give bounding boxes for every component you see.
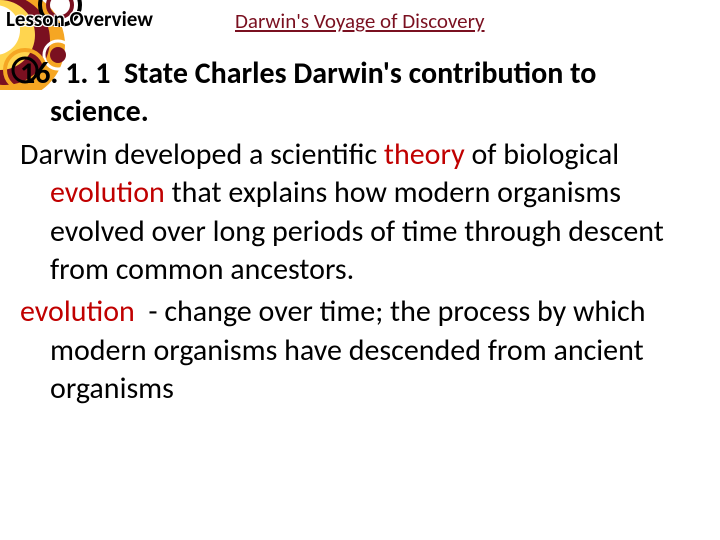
p1-evolution: evolution <box>50 174 165 211</box>
heading-text: State Charles Darwin's contribution to s… <box>50 55 596 130</box>
p2-definition: - change over time; the process by which… <box>50 293 646 407</box>
p1-mid: of biological <box>465 136 619 173</box>
header-topic-title: Darwin's Voyage of Discovery <box>235 8 485 34</box>
paragraph-2: evolution - change over time; the proces… <box>20 293 700 408</box>
slide-body: 16. 1. 1 State Charles Darwin's contribu… <box>20 55 700 530</box>
paragraph-1: Darwin developed a scientific theory of … <box>20 136 700 290</box>
section-heading: 16. 1. 1 State Charles Darwin's contribu… <box>20 55 700 132</box>
p2-term: evolution <box>20 293 135 330</box>
p1-theory: theory <box>384 136 465 173</box>
slide-header: Lesson Overview Darwin's Voyage of Disco… <box>0 0 720 55</box>
header-lesson-label: Lesson Overview <box>6 6 153 32</box>
heading-number: 16. 1. 1 <box>20 55 110 92</box>
slide: { "header": { "left_label": "Lesson Over… <box>0 0 720 540</box>
p1-prefix: Darwin developed a scientific <box>20 136 384 173</box>
